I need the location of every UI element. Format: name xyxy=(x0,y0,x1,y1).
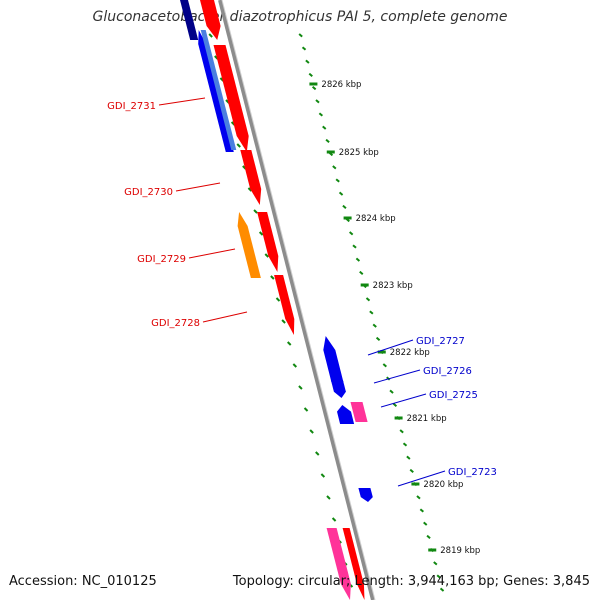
gene-label-gdi-2730: GDI_2730 xyxy=(124,187,173,198)
gene-label-leader xyxy=(202,311,248,323)
gene-arrow-gdi-2723 xyxy=(358,488,373,502)
gene-label-leader xyxy=(373,369,421,384)
inner-ring-dot xyxy=(326,495,331,500)
inner-ring-dot xyxy=(236,143,241,148)
scale-label: 2821 kbp xyxy=(407,414,447,424)
scale-dot xyxy=(406,455,411,460)
gene-label-leader xyxy=(380,393,427,408)
inner-ring-dot xyxy=(309,429,314,434)
scale-label: 2823 kbp xyxy=(373,281,413,291)
gene-arrow-gdi-2727 xyxy=(323,336,344,382)
gene-label-leader xyxy=(188,248,236,259)
scale-dot xyxy=(318,112,324,117)
gene-arrow-forward xyxy=(342,528,365,600)
scale-dot xyxy=(365,297,371,302)
gene-label-gdi-2723: GDI_2723 xyxy=(448,467,497,478)
inner-ring-dot xyxy=(270,275,275,280)
inner-ring-dot xyxy=(258,231,264,236)
gene-label-leader xyxy=(175,182,221,192)
scale-dot xyxy=(416,495,421,500)
scale-dot xyxy=(349,231,354,236)
scale-dot xyxy=(409,468,414,473)
inner-ring-dot xyxy=(264,253,269,258)
gene-label-gdi-2727: GDI_2727 xyxy=(416,336,465,347)
gene-arrow-gdi-2726-b xyxy=(337,405,355,424)
genome-stats-label: Topology: circular; Length: 3,944,163 bp… xyxy=(232,574,590,589)
scale-dot xyxy=(423,521,428,526)
gene-arrow-forward-pink xyxy=(326,528,351,600)
gene-block-dark xyxy=(180,0,199,40)
scale-dot xyxy=(298,33,303,38)
scale-dot xyxy=(305,59,310,64)
inner-ring-dot xyxy=(320,473,326,478)
scale-label: 2820 kbp xyxy=(423,480,463,490)
scale-dot xyxy=(308,72,313,77)
scale-dot xyxy=(402,442,408,447)
inner-ring-dot xyxy=(315,451,320,456)
map-title: Gluconacetobacter diazotrophicus PAI 5, … xyxy=(92,9,508,25)
scale-dot xyxy=(372,323,377,328)
genome-backbone xyxy=(218,0,375,600)
gene-label-gdi-2726: GDI_2726 xyxy=(423,366,472,377)
scale-dot xyxy=(436,574,441,579)
gene-block-gdi-2725 xyxy=(350,402,368,422)
scale-dot xyxy=(301,46,307,51)
gene-label-leader xyxy=(397,470,446,487)
gene-arrow-gdi-2728 xyxy=(274,275,295,335)
gene-arrow-gdi-2726 xyxy=(330,380,346,398)
inner-ring-dot xyxy=(298,385,303,390)
gene-arrow-forward xyxy=(200,0,221,40)
scale-dot xyxy=(332,165,337,170)
gene-arrow-gdi-2730 xyxy=(240,150,262,205)
scale-dot xyxy=(399,429,404,434)
scale-dot xyxy=(338,191,344,196)
scale-label: 2824 kbp xyxy=(356,214,396,224)
accession-label: Accession: NC_010125 xyxy=(9,574,157,589)
gene-arrow-gdi-2731 xyxy=(213,45,249,152)
genome-backbone-highlight xyxy=(221,0,376,600)
scale-dot xyxy=(426,534,431,539)
scale-label: 2819 kbp xyxy=(440,546,480,556)
scale-label: 2825 kbp xyxy=(339,148,379,158)
scale-label: 2826 kbp xyxy=(321,80,361,90)
inner-ring-dot xyxy=(208,33,213,38)
inner-ring-dot xyxy=(292,363,298,368)
inner-ring-dot xyxy=(253,209,258,214)
gene-label-gdi-2729: GDI_2729 xyxy=(137,254,186,265)
scale-dot xyxy=(342,204,347,209)
inner-ring-dot xyxy=(275,297,281,302)
scale-dot xyxy=(392,402,398,407)
gene-label-leader xyxy=(158,97,206,106)
scale-dot xyxy=(311,86,317,91)
scale-dot xyxy=(419,508,425,513)
gene-label-leader xyxy=(367,339,414,356)
gene-arrow-gdi-2729-partner xyxy=(257,212,279,272)
scale-dot xyxy=(322,125,327,130)
scale-dot xyxy=(439,587,445,592)
gene-label-gdi-2725: GDI_2725 xyxy=(429,390,478,401)
inner-ring-dot xyxy=(331,517,337,522)
scale-dot xyxy=(355,257,361,262)
scale-dot xyxy=(315,99,320,104)
scale-dot xyxy=(359,270,364,275)
inner-ring-dot xyxy=(281,319,286,324)
gene-label-gdi-2728: GDI_2728 xyxy=(151,318,200,329)
scale-dot xyxy=(369,310,374,315)
scale-dot xyxy=(352,244,357,249)
inner-ring-dot xyxy=(303,407,309,412)
gene-label-gdi-2731: GDI_2731 xyxy=(107,101,156,112)
inner-ring-dot xyxy=(287,341,292,346)
gene-arrow-gdi-2729 xyxy=(237,212,261,278)
scale-dot xyxy=(335,178,340,183)
gene-block-light xyxy=(200,30,237,150)
scale-dot xyxy=(433,561,438,566)
inner-ring-dot xyxy=(247,187,253,192)
scale-dot xyxy=(382,363,387,368)
scale-dot xyxy=(325,138,330,143)
scale-dot xyxy=(389,389,394,394)
scale-dot xyxy=(375,336,381,341)
scale-label: 2822 kbp xyxy=(390,348,430,358)
